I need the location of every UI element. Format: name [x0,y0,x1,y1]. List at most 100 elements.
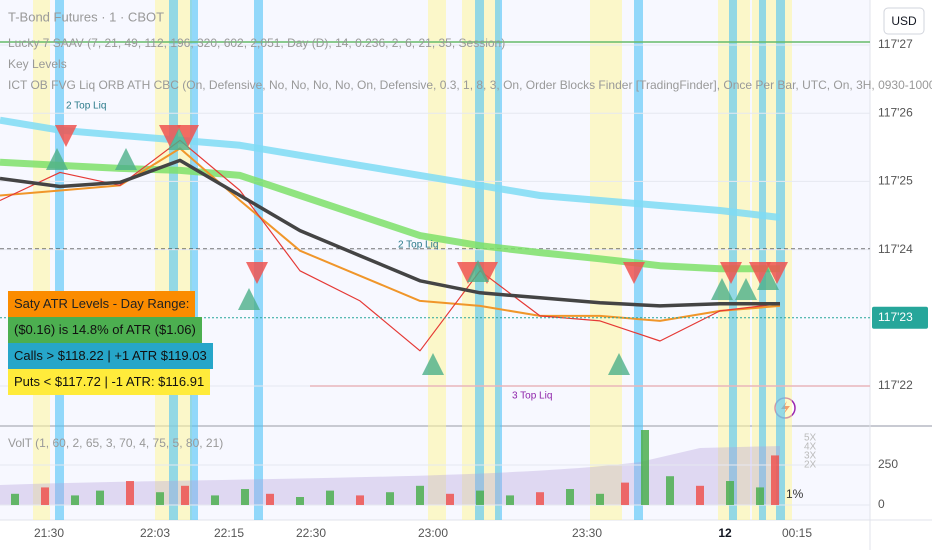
level-label: 2X [804,460,817,471]
signal-band [759,0,766,520]
signal-band [254,0,263,520]
liquidity-label: 2 Top Liq [66,101,106,112]
volume-bar [416,485,424,505]
y-tick-label: 117'22 [878,378,913,392]
volume-bar [696,485,704,505]
currency-button[interactable] [883,7,925,35]
indicator-label: ICT OB FVG Liq ORB ATH CBC (On, Defensiv… [8,78,932,92]
volume-bar [771,455,779,505]
signal-down [246,262,268,284]
x-tick-label: 12 [718,526,732,540]
x-tick-label: 23:00 [418,526,448,540]
liquidity-label: 3 Top Liq [512,391,552,402]
signal-up [422,353,444,375]
signal-down [766,262,788,284]
volume-bar [726,481,734,505]
currency[interactable]: USD [891,14,917,28]
x-tick-label: 22:15 [214,526,244,540]
x-tick-label: 22:03 [140,526,170,540]
volume-bar [296,497,304,505]
indicator-label: VolT (1, 60, 2, 65, 3, 70, 4, 75, 5, 80,… [8,436,223,450]
volume-bar [71,495,79,505]
signal-down [55,125,77,147]
signal-down [720,262,742,284]
signal-band [475,0,484,520]
signal-band [169,0,178,520]
x-tick-label: 22:30 [296,526,326,540]
level-label: 3X [804,451,817,462]
liquidity-label: 2 Top Liq [398,240,438,251]
volume-bar [356,495,364,505]
level-label: 4X [804,442,817,453]
x-tick-label: 21:30 [34,526,64,540]
signal-band [190,0,198,520]
volume-bar [566,489,574,505]
x-tick-label: 00:15 [782,526,812,540]
signal-up [735,278,757,300]
signal-up [238,288,260,310]
price-axis-background [870,0,932,550]
signal-down [177,125,199,147]
y-tick-label: 0 [878,497,885,511]
signal-down [623,262,645,284]
volume-bar [446,493,454,505]
signal-down [159,125,181,147]
session-band [428,0,446,520]
chart-title: T-Bond Futures · 1 · CBOT [8,9,164,24]
indicator-label: Key Levels [8,57,67,71]
volume-bar [621,482,629,505]
atr-row: Calls > $118.22 | +1 ATR $119.03 [8,343,213,369]
y-tick-label: 117'25 [878,174,913,188]
volume-bar [211,495,219,505]
volume-bar [326,490,334,505]
volume-bar [96,490,104,505]
y-tick-label: 117'27 [878,37,913,51]
volume-bar [181,485,189,505]
signal-band [495,0,502,520]
indicator-label: Lucky 7 SAAV (7, 21, 49, 112, 196, 320, … [8,36,505,50]
volume-bar [666,476,674,505]
signal-up [757,268,779,290]
series-line [0,158,780,308]
signal-up [115,148,137,170]
last-price-box [872,306,928,329]
last-price-label: 117'23 [878,310,913,324]
atr-row: Puts < $117.72 | -1 ATR: $116.91 [8,369,211,395]
signal-down [457,262,479,284]
volume-bar [536,492,544,505]
volume-bar [596,493,604,505]
volume-bar [386,492,394,505]
volume-bar [241,489,249,505]
y-tick-label: 117'24 [878,242,913,256]
signal-up [46,148,68,170]
signal-band [776,0,785,520]
signal-up [711,278,733,300]
volume-bar [11,493,19,505]
volume-area [0,446,780,505]
session-band [752,0,792,520]
level-label: 5X [804,433,817,444]
signal-down [749,262,771,284]
x-tick-label: 23:30 [572,526,602,540]
y-tick-label: 117'26 [878,105,913,119]
signal-up [467,260,489,282]
atr-row: ($0.16) is 14.8% of ATR ($1.06) [8,317,202,343]
volume-bar [266,493,274,505]
signal-up [608,353,630,375]
volume-bar [756,487,764,505]
signal-up [168,128,190,150]
percent-label: 1% [786,487,804,501]
volume-bar [476,490,484,505]
volume-bar [126,481,134,505]
volume-bar [156,492,164,505]
series-line [0,116,781,221]
signal-band [55,0,64,520]
atr-row: Saty ATR Levels - Day Range: [8,291,196,317]
signal-band [729,0,737,520]
volume-bar [641,430,649,505]
volume-bar [506,495,514,505]
y-tick-label: 250 [878,457,898,471]
volume-bar [41,487,49,505]
